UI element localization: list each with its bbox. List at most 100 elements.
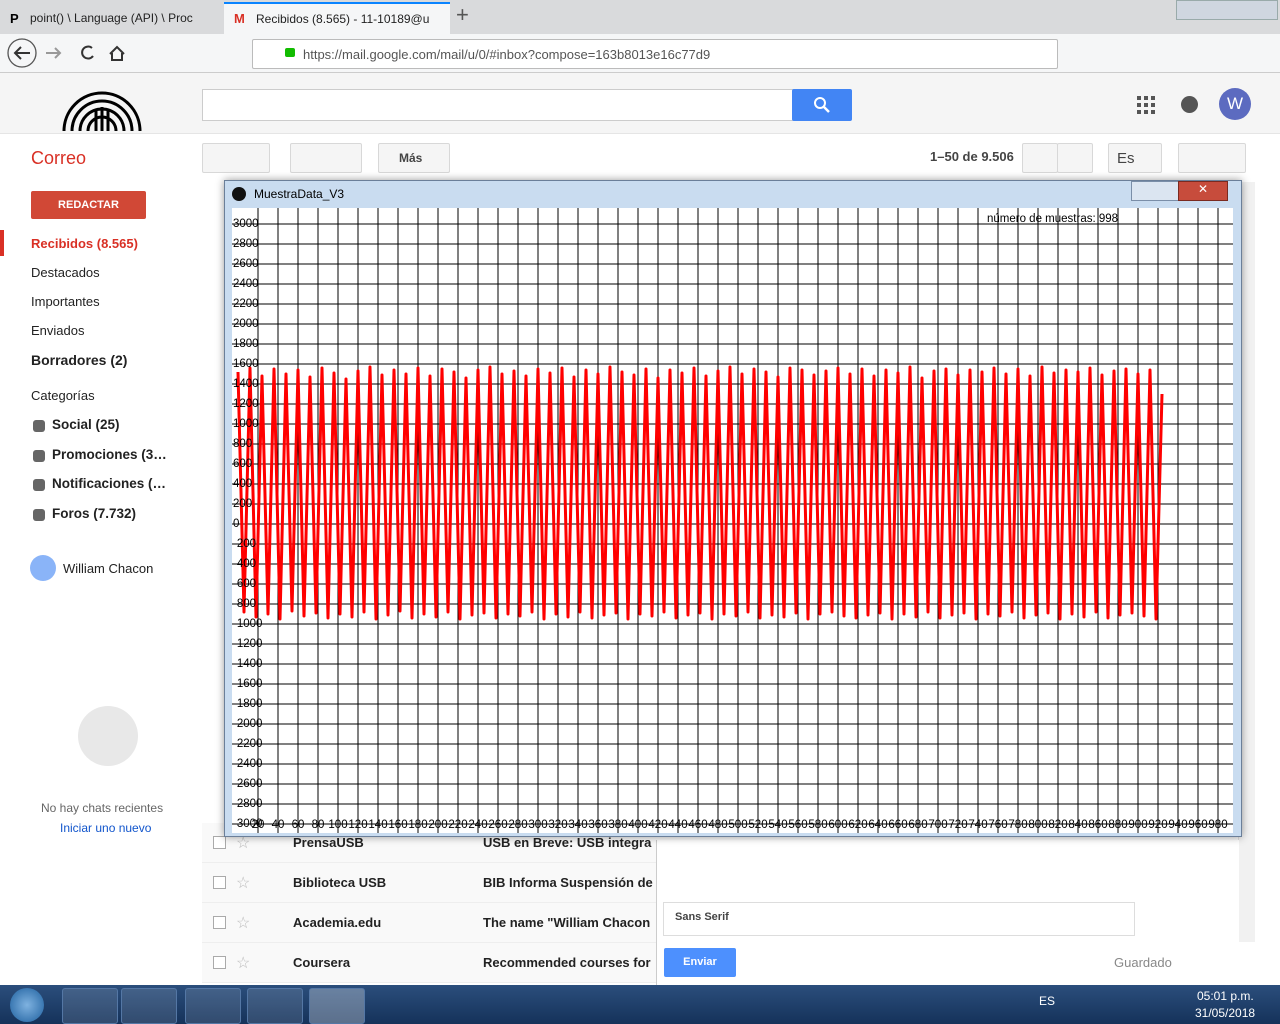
format-toolbar[interactable]: Sans Serif — [663, 902, 1135, 936]
logo — [62, 91, 142, 132]
y-tick-label: -400 — [233, 558, 256, 570]
clock-time[interactable]: 05:01 p.m. — [1197, 989, 1254, 1003]
email-subject[interactable]: BIB Informa Suspensión de — [483, 875, 653, 890]
window-title: MuestraData_V3 — [254, 187, 345, 201]
new-tab[interactable]: + — [456, 2, 469, 27]
star[interactable]: ☆ — [236, 875, 251, 892]
data-line — [236, 365, 1164, 621]
url-bar[interactable]: https://mail.google.com/mail/u/0/#inbox?… — [252, 39, 1058, 69]
language-button[interactable]: Es — [1108, 143, 1162, 173]
x-tick-label: 300 — [528, 819, 547, 831]
y-tick-label: 1600 — [233, 358, 259, 370]
checkbox[interactable] — [213, 956, 226, 969]
x-tick-label: 920 — [1148, 819, 1167, 831]
compose-button[interactable]: REDACTAR — [31, 191, 146, 219]
select-button[interactable] — [202, 143, 270, 173]
y-tick-label: 400 — [233, 478, 252, 490]
prev-page[interactable] — [1022, 143, 1058, 173]
taskbar-app[interactable] — [185, 988, 241, 1024]
more-button[interactable]: Más — [378, 143, 450, 173]
notifications[interactable] — [1181, 96, 1198, 113]
nav-buttons[interactable] — [0, 34, 140, 72]
font-select[interactable]: Sans Serif — [675, 911, 729, 923]
y-tick-label: 800 — [233, 438, 252, 450]
folder[interactable]: Destacados — [31, 265, 100, 280]
y-tick-label: -3000 — [233, 818, 262, 830]
pagination: 1–50 de 9.506 — [930, 149, 1014, 164]
refresh-button[interactable] — [290, 143, 362, 173]
taskbar-app[interactable] — [121, 988, 177, 1024]
folder[interactable]: Importantes — [31, 294, 100, 309]
email-subject[interactable]: USB en Breve: USB integra — [483, 835, 652, 850]
next-page[interactable] — [1057, 143, 1093, 173]
y-tick-label: 1000 — [233, 418, 259, 430]
input-language[interactable]: ES — [1039, 994, 1056, 1008]
x-tick-label: 760 — [988, 819, 1007, 831]
email-sender[interactable]: Biblioteca USB — [293, 875, 387, 890]
categories-label[interactable]: Categorías — [31, 388, 95, 403]
x-tick-label: 720 — [948, 819, 967, 831]
checkbox[interactable] — [213, 836, 226, 849]
chat-start[interactable]: Iniciar uno nuevo — [60, 821, 152, 835]
window-controls[interactable] — [1176, 0, 1278, 20]
category[interactable]: Social (25) — [52, 417, 120, 432]
app-label[interactable]: Correo — [31, 148, 87, 168]
search-button[interactable] — [792, 89, 852, 121]
x-tick-label: 680 — [908, 819, 927, 831]
category[interactable]: Foros (7.732) — [52, 505, 137, 521]
send-button[interactable]: Enviar — [664, 948, 736, 977]
star[interactable]: ☆ — [236, 955, 251, 972]
search-box[interactable] — [202, 89, 794, 121]
x-tick-label: 400 — [628, 819, 647, 831]
tab-title: point() \ Language (API) \ Proc — [30, 11, 193, 25]
checkbox[interactable] — [213, 876, 226, 889]
avatar[interactable]: W — [1219, 88, 1251, 120]
category-icon — [33, 420, 45, 432]
taskbar-app[interactable] — [309, 988, 365, 1024]
y-tick-label: -800 — [233, 598, 256, 610]
user-name[interactable]: William Chacon — [63, 561, 154, 576]
email-sender[interactable]: Coursera — [293, 955, 351, 970]
x-tick-label: 240 — [468, 819, 487, 831]
y-tick-label: -1400 — [233, 658, 262, 670]
tab-active[interactable]: M Recibidos (8.565) - 11-10189@u — [224, 2, 450, 36]
taskbar-app[interactable] — [247, 988, 303, 1024]
chart: 3000280026002400220020001800160014001200… — [232, 208, 1233, 833]
taskbar-app[interactable] — [62, 988, 118, 1024]
x-tick-label: 960 — [1188, 819, 1207, 831]
x-tick-label: 480 — [708, 819, 727, 831]
x-tick-label: 260 — [488, 819, 507, 831]
email-sender[interactable]: PrensaUSB — [293, 835, 364, 850]
x-tick-label: 280 — [508, 819, 527, 831]
folder[interactable]: Enviados — [31, 323, 85, 338]
email-sender[interactable]: Academia.edu — [293, 915, 382, 930]
x-tick-label: 420 — [648, 819, 667, 831]
close-button[interactable]: ✕ — [1178, 181, 1228, 201]
y-tick-label: 2200 — [233, 298, 259, 310]
x-tick-label: 200 — [428, 819, 447, 831]
folder[interactable]: Borradores (2) — [31, 352, 128, 368]
x-tick-label: 60 — [292, 819, 305, 831]
x-tick-label: 600 — [828, 819, 847, 831]
email-subject[interactable]: The name "William Chacon — [483, 915, 651, 930]
clock-date[interactable]: 31/05/2018 — [1195, 1006, 1256, 1020]
tab[interactable]: P point() \ Language (API) \ Proc — [0, 2, 222, 34]
category-icon — [33, 508, 45, 521]
y-tick-label: -2600 — [233, 778, 262, 790]
settings-button[interactable] — [1178, 143, 1246, 173]
category[interactable]: Promociones (3… — [52, 446, 167, 462]
minimize-maximize[interactable] — [1131, 181, 1179, 201]
category[interactable]: Notificaciones (… — [52, 476, 167, 491]
star[interactable]: ☆ — [236, 835, 251, 852]
apps[interactable] — [1137, 96, 1155, 114]
user-avatar — [30, 555, 56, 581]
folder[interactable]: Recibidos (8.565) — [31, 236, 138, 251]
start-button[interactable] — [10, 988, 44, 1022]
x-tick-label: 360 — [588, 819, 607, 831]
checkbox[interactable] — [213, 916, 226, 929]
star[interactable]: ☆ — [236, 915, 251, 932]
x-tick-label: 580 — [808, 819, 827, 831]
email-subject[interactable]: Recommended courses for — [483, 955, 651, 970]
y-tick-label: 2400 — [233, 278, 259, 290]
